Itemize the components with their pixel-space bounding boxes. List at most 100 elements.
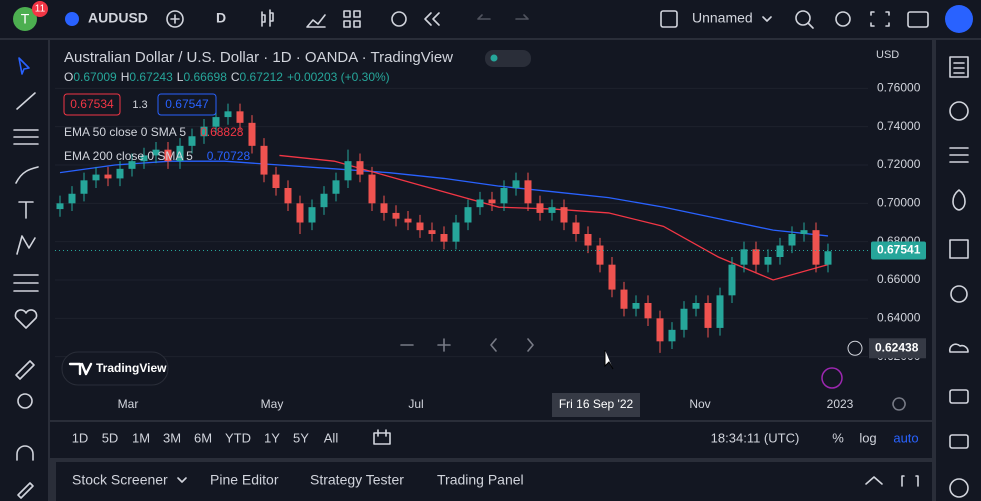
replay-icon[interactable]	[424, 12, 440, 26]
panel-tab[interactable]: Trading Panel	[437, 472, 524, 488]
candle-body	[260, 145, 268, 175]
text-tool[interactable]	[18, 201, 34, 219]
candle-body	[224, 111, 232, 118]
help-icon[interactable]	[949, 478, 969, 498]
collapse-panel[interactable]	[865, 476, 883, 485]
right-toolbar	[936, 40, 981, 501]
candle-body	[452, 222, 460, 242]
candle-body	[416, 222, 424, 231]
settings-icon[interactable]	[835, 11, 851, 27]
zoom-tool[interactable]	[17, 393, 33, 409]
ruler-tool[interactable]	[15, 360, 35, 380]
snapshot-icon[interactable]	[907, 11, 929, 28]
candle-body	[464, 207, 472, 223]
cursor-tool[interactable]	[18, 57, 30, 75]
candle-body	[164, 149, 172, 162]
prediction-tool[interactable]	[13, 274, 39, 292]
range-button[interactable]: 6M	[194, 430, 212, 445]
time-tick-label: Jul	[408, 397, 423, 411]
favorites-tool[interactable]	[14, 309, 38, 329]
hotlist-icon[interactable]	[952, 189, 966, 211]
brush-tool[interactable]	[15, 166, 39, 184]
candle-body	[572, 222, 580, 234]
chart-nav-buttons[interactable]	[400, 338, 534, 352]
candle-body	[644, 303, 652, 319]
auto-toggle[interactable]: auto	[893, 430, 918, 445]
candle-body	[320, 193, 328, 208]
sell-button[interactable]	[63, 93, 121, 116]
range-button[interactable]: 5D	[102, 430, 119, 445]
candle-body	[92, 174, 100, 181]
indicator-name: EMA 200 close 0 SMA 5	[64, 149, 193, 163]
candle-body	[188, 136, 196, 146]
panel-tab[interactable]: Strategy Tester	[310, 472, 404, 488]
date-range-icon[interactable]	[373, 429, 391, 445]
undo[interactable]	[477, 14, 491, 20]
layout-name[interactable]: Unnamed	[692, 10, 753, 26]
time-tick-label: May	[261, 397, 284, 411]
ema200-line	[59, 160, 829, 237]
fib-tool[interactable]	[13, 129, 39, 145]
ideas-icon[interactable]	[950, 285, 968, 303]
news-icon[interactable]	[949, 147, 969, 163]
log-toggle[interactable]: log	[859, 430, 876, 445]
indicator-legend[interactable]: EMA 200 close 0 SMA 5 0.70728	[64, 149, 250, 163]
publish-button[interactable]	[945, 5, 973, 33]
axis-settings[interactable]	[892, 397, 906, 411]
watchlist-icon[interactable]	[949, 56, 969, 78]
percent-toggle[interactable]: %	[832, 430, 844, 445]
sell-price: 0.67534	[70, 97, 114, 111]
candle-body	[56, 203, 64, 210]
candle-body	[716, 295, 724, 328]
flash-icon[interactable]	[821, 367, 843, 389]
candle-body	[512, 180, 520, 188]
panel-tab[interactable]: Stock Screener	[72, 472, 168, 488]
line-tool[interactable]	[16, 92, 36, 110]
range-button[interactable]: 1D	[72, 430, 89, 445]
fullscreen-icon[interactable]	[870, 11, 890, 27]
layout-caret	[762, 16, 772, 22]
watermark-box	[61, 351, 169, 386]
streams-icon[interactable]	[948, 343, 969, 353]
candle-body	[488, 199, 496, 204]
pattern-tool[interactable]	[16, 235, 36, 255]
layout-checkbox[interactable]	[660, 10, 678, 28]
range-button[interactable]: 3M	[163, 430, 181, 445]
candle-body	[116, 168, 124, 179]
symbol-flag	[65, 12, 79, 26]
alerts-icon[interactable]	[949, 101, 969, 121]
buy-button[interactable]	[157, 93, 217, 116]
range-button[interactable]: 1M	[132, 430, 150, 445]
messages-icon[interactable]	[949, 434, 969, 449]
screener-caret	[177, 477, 187, 483]
maximize-panel[interactable]	[901, 475, 919, 487]
calendar-icon[interactable]	[949, 239, 969, 259]
candle-body	[704, 303, 712, 328]
symbol[interactable]: AUDUSD	[88, 10, 148, 26]
mouse-cursor	[604, 350, 614, 370]
candle-body	[476, 199, 484, 208]
indicator-legend[interactable]: EMA 50 close 0 SMA 5 0.68828	[64, 125, 244, 139]
avatar[interactable]	[13, 7, 37, 31]
indicators-icon[interactable]	[306, 14, 326, 28]
search-icon[interactable]	[795, 10, 811, 26]
range-button[interactable]: All	[324, 430, 339, 445]
interval[interactable]: D	[216, 10, 226, 26]
panel-tab[interactable]: Pine Editor	[210, 472, 279, 488]
range-button[interactable]: 5Y	[293, 430, 309, 445]
magnet-tool[interactable]	[16, 445, 34, 461]
alert-icon[interactable]	[391, 11, 407, 27]
redo[interactable]	[515, 14, 529, 20]
range-button[interactable]: 1Y	[264, 430, 280, 445]
lock-tool[interactable]	[17, 482, 34, 499]
candle-body	[680, 308, 688, 330]
avatar-letter: T	[21, 11, 30, 27]
chats-icon[interactable]	[949, 389, 969, 404]
add-symbol[interactable]	[166, 10, 184, 28]
price-tick-label: 0.72000	[877, 157, 921, 171]
candle-body	[152, 149, 160, 156]
currency[interactable]: USD	[876, 49, 899, 61]
range-button[interactable]: YTD	[225, 430, 251, 445]
layout-icon[interactable]	[343, 10, 361, 28]
chart-type-icon[interactable]	[261, 9, 274, 27]
